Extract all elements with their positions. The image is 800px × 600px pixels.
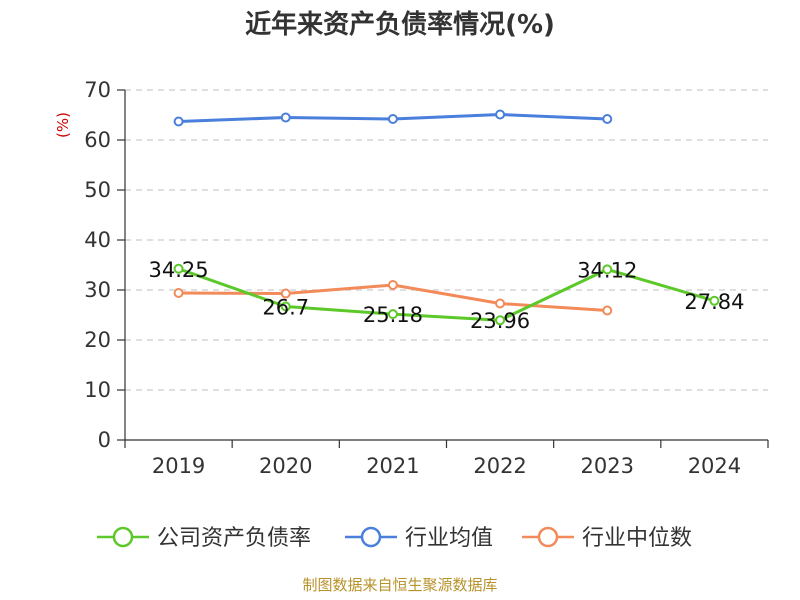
y-tick-label: 30 xyxy=(84,278,111,302)
x-tick-label: 2021 xyxy=(366,454,419,478)
data-point xyxy=(280,288,291,299)
y-tick-label: 40 xyxy=(84,228,111,252)
legend-label: 公司资产负债率 xyxy=(157,526,311,551)
series-lines xyxy=(173,109,720,326)
data-point xyxy=(495,109,506,120)
data-point xyxy=(280,301,291,312)
x-tick-label: 2020 xyxy=(259,454,312,478)
y-tick-label: 20 xyxy=(84,328,111,352)
data-label: 27.84 xyxy=(684,290,744,314)
legend-label: 行业中位数 xyxy=(582,526,692,551)
y-tick-label: 10 xyxy=(84,378,111,402)
chart-title: 近年来资产负债率情况(%) xyxy=(245,9,555,40)
x-tick-label: 2024 xyxy=(688,454,741,478)
data-point xyxy=(280,112,291,123)
data-point xyxy=(602,305,613,316)
data-point xyxy=(173,263,184,274)
data-point xyxy=(602,114,613,124)
y-tick-label: 70 xyxy=(84,78,111,102)
legend-marker xyxy=(360,526,382,548)
legend-item[interactable]: 行业中位数 xyxy=(522,526,692,551)
series-line-0 xyxy=(178,267,715,322)
data-point xyxy=(709,295,720,306)
data-point xyxy=(495,315,506,326)
x-tick-label: 2022 xyxy=(473,454,526,478)
data-label: 34.25 xyxy=(149,258,209,282)
legend-marker xyxy=(112,526,134,548)
x-tick-label: 2023 xyxy=(581,454,634,478)
data-point xyxy=(173,288,184,298)
legend-item[interactable]: 行业均值 xyxy=(345,526,493,551)
data-label: 26.7 xyxy=(262,296,309,320)
data-label: 23.96 xyxy=(470,309,530,333)
data-label: 25.18 xyxy=(363,303,423,327)
y-tick-label: 60 xyxy=(84,128,111,152)
data-point xyxy=(602,264,613,275)
legend-marker xyxy=(537,526,559,548)
legend-label: 行业均值 xyxy=(405,526,493,551)
legend[interactable]: 公司资产负债率 行业均值 行业中位数 xyxy=(97,526,692,551)
data-point xyxy=(387,309,398,320)
x-tick-label: 2019 xyxy=(152,454,205,478)
gridlines xyxy=(125,89,768,391)
data-labels: 34.25 26.7 25.18 23.96 34.12 27.84 xyxy=(149,258,745,333)
data-label: 34.12 xyxy=(577,258,637,282)
legend-item[interactable]: 公司资产负债率 xyxy=(97,526,311,551)
data-point xyxy=(387,280,398,290)
axes: 0 10 20 30 40 50 60 70 2019 2020 2021 2022 2023 2024 xyxy=(84,78,769,478)
data-point xyxy=(173,116,184,127)
y-tick-label: 0 xyxy=(98,428,111,452)
source-note: 制图数据来自恒生聚源数据库 xyxy=(302,576,497,594)
data-point xyxy=(495,298,506,309)
y-axis-label: (%) xyxy=(54,112,72,138)
y-tick-label: 50 xyxy=(84,178,111,202)
data-point xyxy=(387,114,398,124)
